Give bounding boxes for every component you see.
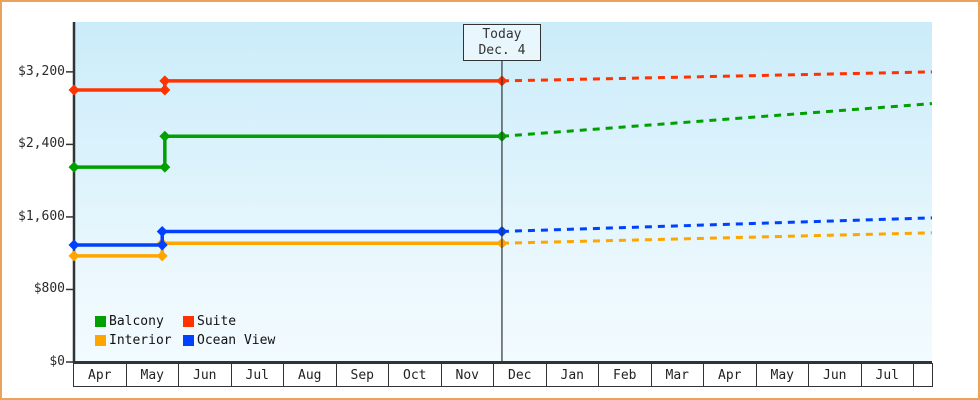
data-point-marker	[156, 225, 168, 237]
legend-item: Interior	[95, 333, 183, 348]
legend: Balcony Suite Interior Ocean View	[95, 314, 275, 348]
series-forecast-Ocean View	[501, 216, 933, 233]
legend-swatch-icon	[183, 316, 194, 327]
month-cell: Mar	[652, 364, 704, 386]
month-cell: May	[127, 364, 179, 386]
month-cell: Jul	[862, 364, 914, 386]
data-point-marker	[159, 84, 171, 96]
y-axis-label: $1,600	[18, 208, 65, 224]
series-forecast-Interior	[501, 231, 933, 245]
month-cell: Jan	[547, 364, 599, 386]
month-cell: Jul	[232, 364, 284, 386]
data-point-marker	[156, 250, 168, 262]
data-point-marker	[68, 239, 80, 251]
y-axis-label: $0	[49, 354, 65, 369]
data-point-marker	[159, 130, 171, 142]
month-cell: Aug	[284, 364, 337, 386]
month-cell: Jun	[179, 364, 232, 386]
month-cell: Apr	[704, 364, 757, 386]
month-cell: Oct	[389, 364, 442, 386]
month-cell-empty	[914, 364, 932, 386]
data-point-marker	[156, 239, 168, 251]
legend-swatch-icon	[95, 316, 106, 327]
today-annotation-line1: Today	[482, 26, 522, 42]
y-axis-label: $3,200	[18, 63, 65, 79]
today-annotation-box: Today Dec. 4	[462, 24, 541, 61]
y-axis-label: $800	[33, 281, 65, 297]
month-cell: Apr	[74, 364, 127, 386]
legend-label: Suite	[197, 314, 237, 329]
legend-swatch-icon	[183, 335, 194, 346]
today-annotation-line2: Dec. 4	[478, 42, 526, 58]
data-point-marker	[68, 161, 80, 173]
month-cell: Nov	[442, 364, 494, 386]
data-point-marker	[159, 75, 171, 87]
month-cell: Jun	[809, 364, 862, 386]
legend-item: Ocean View	[183, 333, 275, 348]
legend-swatch-icon	[95, 335, 106, 346]
data-point-marker	[68, 250, 80, 262]
month-cell: Dec	[494, 364, 547, 386]
month-cell: Sep	[337, 364, 389, 386]
data-point-marker	[159, 161, 171, 173]
series-forecast-Suite	[501, 70, 933, 83]
series-line-Ocean View	[74, 229, 502, 247]
series-line-Balcony	[74, 134, 502, 169]
legend-item: Suite	[183, 314, 275, 329]
legend-label: Interior	[109, 333, 172, 348]
series-forecast-Balcony	[501, 102, 933, 138]
series-line-Suite	[74, 79, 502, 92]
legend-item: Balcony	[95, 314, 183, 329]
legend-label: Balcony	[109, 314, 164, 329]
month-cell: May	[757, 364, 809, 386]
y-axis-label: $2,400	[18, 136, 65, 152]
legend-label: Ocean View	[197, 333, 276, 348]
month-cell: Feb	[599, 364, 652, 386]
x-axis-month-row: Apr May Jun Jul Aug Sep Oct Nov Dec Jan Feb Mar Apr M…	[73, 363, 933, 387]
data-point-marker	[68, 84, 80, 96]
